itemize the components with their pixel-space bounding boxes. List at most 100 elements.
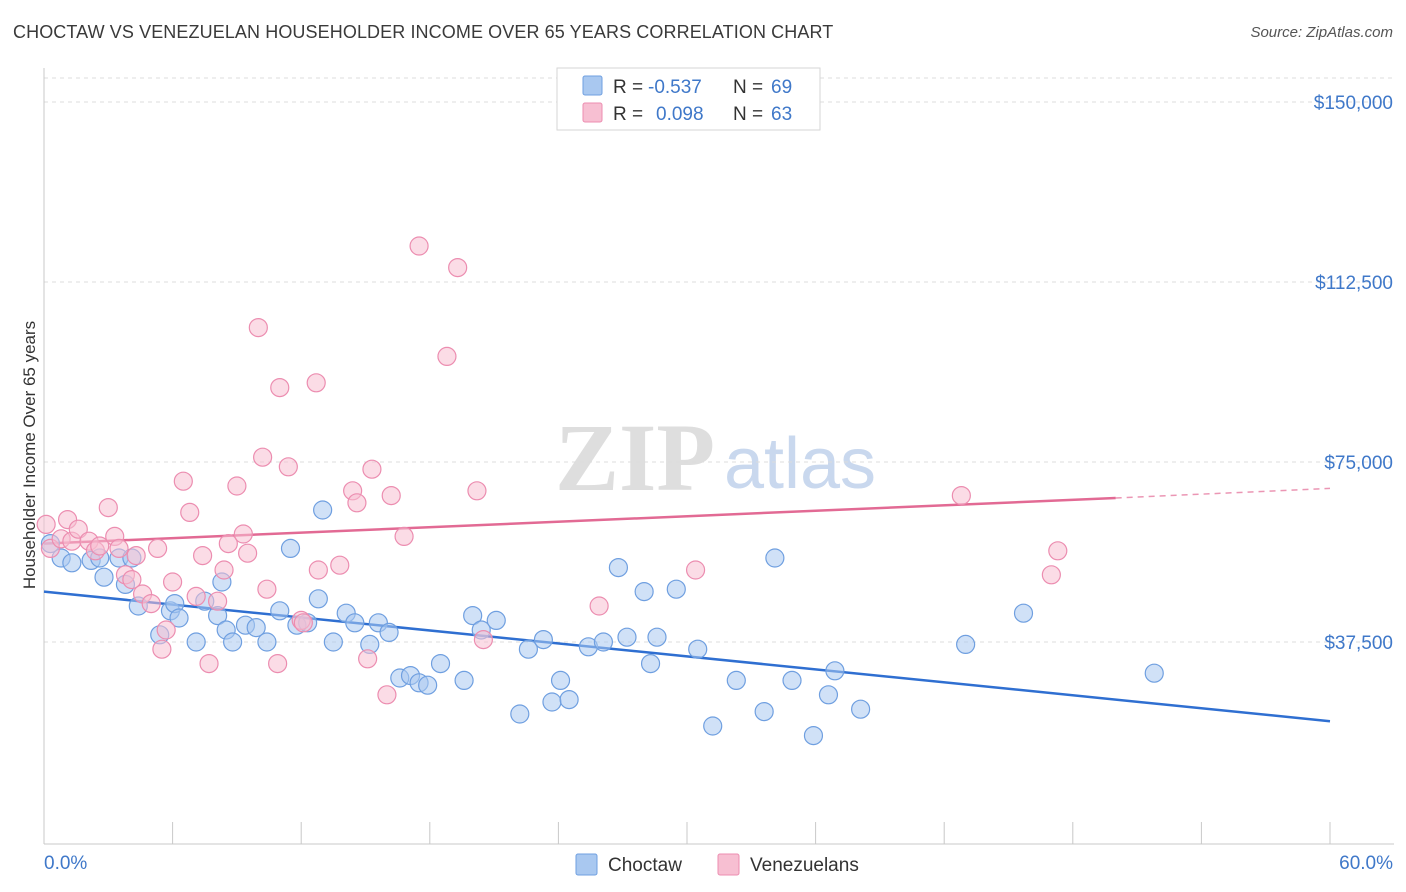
venezuelans-point-46 <box>362 459 382 479</box>
y-tick-label-2: $112,500 <box>1315 273 1393 294</box>
venezuelans-point-24 <box>193 545 213 566</box>
choctaw-point-43 <box>486 610 506 631</box>
choctaw-point-57 <box>666 579 686 599</box>
choctaw-point-69 <box>1013 603 1034 623</box>
venezuelans-point-9 <box>98 498 118 518</box>
choctaw-point-21 <box>246 617 266 638</box>
venezuelans-point-45 <box>358 649 378 669</box>
venezuelans-point-31 <box>238 543 258 563</box>
venezuelans-point-25 <box>199 653 219 674</box>
venezuelans-point-59 <box>1048 541 1068 561</box>
data-points <box>36 236 1164 746</box>
choctaw-point-2 <box>62 553 82 573</box>
watermark: ZIP atlas <box>555 404 876 511</box>
choctaw-point-62 <box>765 548 785 568</box>
choctaw-point-67 <box>851 699 871 719</box>
venezuelans-point-40 <box>306 373 326 393</box>
legend-swatch-choctaw <box>582 75 603 96</box>
legend-bottom: Choctaw Venezuelans <box>575 853 859 876</box>
choctaw-point-39 <box>430 653 451 674</box>
choctaw-point-40 <box>454 670 474 691</box>
axes <box>43 68 1394 845</box>
venezuelans-trend-extension <box>1115 487 1331 499</box>
choctaw-point-24 <box>280 538 301 559</box>
watermark-atlas: atlas <box>724 424 876 504</box>
choctaw-point-38 <box>418 675 438 695</box>
x-tick-labels: 0.0% 60.0% <box>44 853 1393 874</box>
choctaw-point-14 <box>186 632 206 652</box>
choctaw-point-53 <box>617 627 637 647</box>
choctaw-point-19 <box>223 632 243 652</box>
venezuelans-point-13 <box>122 569 142 590</box>
venezuelans-point-34 <box>257 579 277 599</box>
venezuelans-point-37 <box>278 457 298 477</box>
legend-n-label-venezuelans: N = <box>733 104 763 125</box>
choctaw-point-56 <box>647 627 667 647</box>
venezuelans-point-49 <box>394 526 414 547</box>
choctaw-point-60 <box>726 670 746 691</box>
legend-r-value-choctaw: -0.537 <box>648 77 702 98</box>
venezuelans-point-11 <box>109 538 129 559</box>
venezuelans-point-42 <box>330 555 350 575</box>
choctaw-point-68 <box>956 634 976 655</box>
choctaw-trend-line <box>43 590 1331 723</box>
choctaw-point-63 <box>782 670 802 691</box>
y-tick-label-3: $150,000 <box>1314 93 1393 114</box>
choctaw-point-27 <box>308 589 328 609</box>
venezuelans-point-28 <box>218 533 238 554</box>
venezuelans-point-33 <box>253 447 273 467</box>
choctaw-point-41 <box>463 605 483 626</box>
venezuelans-point-32 <box>248 318 268 338</box>
venezuelans-point-30 <box>233 524 253 544</box>
venezuelans-point-19 <box>156 620 176 640</box>
venezuelans-point-20 <box>163 572 183 592</box>
chart-source: Source: ZipAtlas.com <box>1250 24 1393 41</box>
legend-n-label-choctaw: N = <box>733 77 763 98</box>
choctaw-point-5 <box>94 567 114 587</box>
legend-bottom-label-venezuelans: Venezuelans <box>750 855 859 876</box>
choctaw-point-28 <box>313 500 333 520</box>
choctaw-point-61 <box>754 701 774 722</box>
venezuelans-point-8 <box>90 536 110 556</box>
venezuelans-point-21 <box>173 471 193 491</box>
choctaw-point-66 <box>825 661 845 681</box>
venezuelans-point-51 <box>437 346 457 366</box>
venezuelans-point-55 <box>589 596 609 616</box>
choctaw-point-45 <box>518 639 538 659</box>
venezuelans-point-14 <box>126 545 146 566</box>
choctaw-point-58 <box>688 639 708 659</box>
venezuelans-point-53 <box>467 481 487 501</box>
choctaw-point-59 <box>703 716 723 736</box>
venezuelans-point-47 <box>377 685 397 705</box>
legend-n-value-venezuelans: 63 <box>771 104 792 125</box>
choctaw-point-29 <box>323 632 343 652</box>
y-tick-labels: $37,500 $75,000 $112,500 $150,000 <box>1314 93 1393 654</box>
choctaw-point-51 <box>593 632 614 652</box>
venezuelans-point-35 <box>268 653 288 674</box>
trend-lines <box>43 487 1331 723</box>
choctaw-point-70 <box>1144 663 1164 683</box>
choctaw-point-65 <box>818 685 839 705</box>
venezuelans-point-58 <box>1041 565 1061 585</box>
choctaw-point-34 <box>379 622 399 643</box>
legend-bottom-swatch-venezuelans <box>717 853 740 876</box>
legend-bottom-label-choctaw: Choctaw <box>608 855 682 876</box>
watermark-zip: ZIP <box>555 404 715 511</box>
venezuelans-point-36 <box>270 378 290 398</box>
legend-swatch-venezuelans <box>582 102 603 123</box>
venezuelans-point-5 <box>68 519 88 539</box>
venezuelans-point-29 <box>227 476 247 496</box>
venezuelans-point-52 <box>448 258 468 278</box>
choctaw-point-13 <box>169 608 189 628</box>
chart-title: CHOCTAW VS VENEZUELAN HOUSEHOLDER INCOME… <box>13 22 834 42</box>
venezuelans-point-56 <box>685 560 706 580</box>
choctaw-point-31 <box>345 613 365 633</box>
legend-r-label-choctaw: R = <box>613 77 643 98</box>
choctaw-point-49 <box>559 689 579 710</box>
choctaw-point-54 <box>634 581 654 602</box>
legend-top: R = -0.537 N = 69 R = 0.098 N = 63 <box>556 67 821 131</box>
venezuelans-point-26 <box>208 591 228 611</box>
venezuelans-point-17 <box>147 538 168 559</box>
legend-bottom-swatch-choctaw <box>575 853 598 876</box>
